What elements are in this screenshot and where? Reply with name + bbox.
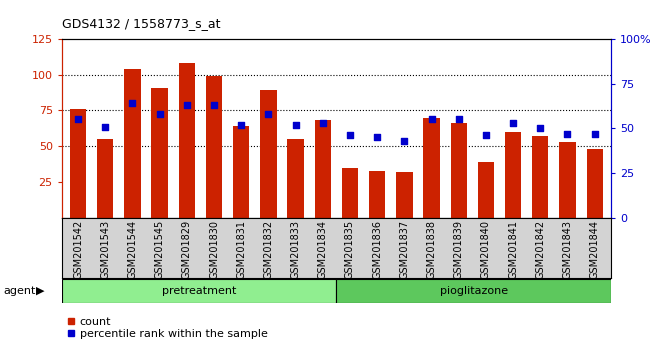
Text: GDS4132 / 1558773_s_at: GDS4132 / 1558773_s_at [62,17,220,30]
Bar [505,132,521,218]
Point [318,120,328,126]
Point [73,116,83,122]
Bar [233,126,250,218]
Text: agent: agent [3,286,36,296]
Bar [396,172,413,218]
Point [127,101,138,106]
Text: pretreatment: pretreatment [162,286,236,296]
Point [454,116,464,122]
Bar [70,109,86,218]
Bar [423,118,439,218]
Bar [315,120,331,218]
Bar [532,136,549,218]
Bar [478,162,494,218]
Bar [369,171,385,218]
Bar [62,279,337,303]
Bar [342,168,358,218]
Point [399,138,410,144]
Point [155,111,165,117]
Point [372,135,382,140]
Bar [124,69,140,218]
Point [291,122,301,127]
Bar [206,76,222,218]
Point [263,111,274,117]
Point [562,131,573,137]
Bar [97,139,113,218]
Point [590,131,600,137]
Bar [179,63,195,218]
Point [181,102,192,108]
Legend: count, percentile rank within the sample: count, percentile rank within the sample [68,317,267,339]
Point [344,133,355,138]
Bar [337,279,611,303]
Bar [586,149,603,218]
Bar [260,90,276,218]
Point [209,102,219,108]
Point [100,124,110,129]
Bar [287,139,304,218]
Text: pioglitazone: pioglitazone [439,286,508,296]
Point [426,116,437,122]
Point [535,126,545,131]
Bar [450,123,467,218]
Bar [151,87,168,218]
Bar [560,142,576,218]
Point [508,120,518,126]
Point [481,133,491,138]
Text: ▶: ▶ [36,286,44,296]
Point [236,122,246,127]
